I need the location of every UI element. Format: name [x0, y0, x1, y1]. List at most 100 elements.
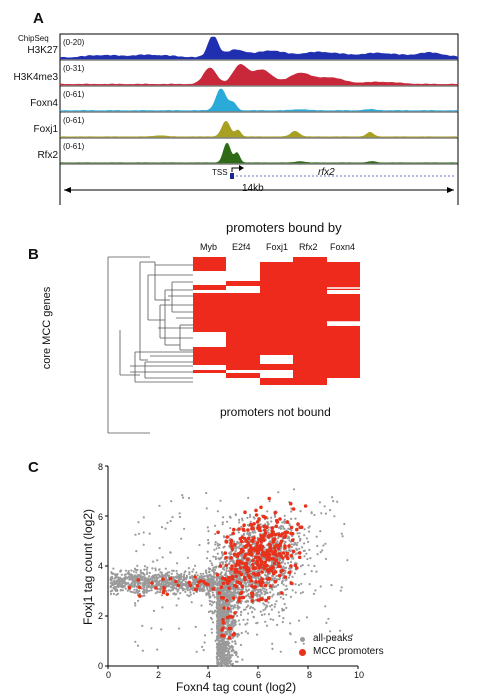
legend-marker-all-peaks	[300, 637, 305, 642]
data-point-mcc-promoters	[270, 556, 275, 561]
data-point-all-peaks	[189, 587, 192, 590]
data-point-all-peaks	[209, 603, 212, 606]
data-point-all-peaks	[236, 604, 239, 607]
data-point-mcc-promoters	[268, 543, 273, 547]
data-point-mcc-promoters	[154, 586, 158, 590]
data-point-all-peaks	[234, 622, 237, 625]
data-point-mcc-promoters	[267, 496, 272, 501]
data-point-all-peaks	[294, 641, 297, 644]
data-point-all-peaks	[191, 581, 194, 585]
data-point-all-peaks	[174, 584, 177, 587]
data-point-all-peaks	[281, 560, 284, 564]
data-point-mcc-promoters	[255, 559, 260, 563]
data-point-all-peaks	[246, 579, 249, 582]
scale-bar-left-arrow	[64, 187, 71, 193]
data-point-all-peaks	[211, 610, 214, 613]
data-point-all-peaks	[136, 574, 139, 577]
data-point-all-peaks	[154, 569, 157, 572]
data-point-all-peaks	[279, 527, 283, 531]
data-point-all-peaks	[323, 637, 326, 640]
data-point-all-peaks	[270, 516, 273, 519]
data-point-all-peaks	[248, 563, 251, 566]
data-point-all-peaks	[230, 593, 233, 596]
data-point-all-peaks	[263, 587, 266, 590]
data-point-all-peaks	[131, 575, 134, 578]
data-point-all-peaks	[228, 618, 231, 621]
data-point-all-peaks	[132, 570, 135, 573]
data-point-all-peaks	[231, 636, 234, 640]
data-point-all-peaks	[156, 591, 159, 594]
data-point-mcc-promoters	[258, 565, 263, 569]
legend-label-mcc-promoters: MCC promoters	[313, 646, 384, 657]
data-point-mcc-promoters	[257, 526, 262, 530]
data-point-all-peaks	[237, 546, 240, 549]
data-point-all-peaks	[234, 594, 237, 597]
data-point-all-peaks	[336, 500, 339, 503]
data-point-all-peaks	[230, 630, 233, 633]
data-point-all-peaks	[159, 585, 162, 588]
data-point-all-peaks	[146, 571, 149, 574]
data-point-all-peaks	[194, 625, 197, 629]
data-point-all-peaks	[143, 568, 146, 571]
data-point-all-peaks	[171, 582, 174, 585]
data-point-all-peaks	[170, 500, 173, 503]
data-point-mcc-promoters	[293, 563, 298, 568]
data-point-mcc-promoters	[232, 527, 236, 532]
data-point-all-peaks	[325, 621, 328, 625]
data-point-all-peaks	[283, 520, 286, 523]
data-point-all-peaks	[233, 540, 236, 544]
data-point-all-peaks	[226, 640, 229, 643]
data-point-mcc-promoters	[238, 537, 243, 541]
data-point-all-peaks	[148, 589, 151, 592]
data-point-all-peaks	[190, 601, 193, 604]
data-point-all-peaks	[159, 589, 162, 592]
data-point-all-peaks	[109, 578, 112, 581]
chipseq-label: ChipSeq	[18, 34, 49, 43]
data-point-all-peaks	[308, 548, 311, 552]
data-point-mcc-promoters	[238, 565, 243, 570]
data-point-all-peaks	[280, 582, 283, 585]
data-point-all-peaks	[166, 581, 169, 585]
data-point-all-peaks	[214, 580, 217, 584]
data-point-all-peaks	[230, 611, 233, 614]
data-point-all-peaks	[211, 583, 214, 586]
data-point-all-peaks	[231, 662, 234, 665]
data-point-all-peaks	[235, 547, 238, 550]
data-point-mcc-promoters	[250, 584, 254, 588]
data-point-all-peaks	[277, 583, 280, 587]
data-point-all-peaks	[214, 557, 217, 561]
data-point-mcc-promoters	[231, 596, 236, 600]
data-point-mcc-promoters	[248, 552, 253, 556]
data-point-mcc-promoters	[265, 525, 269, 529]
data-point-all-peaks	[223, 603, 226, 606]
data-point-all-peaks	[289, 622, 292, 625]
data-point-mcc-promoters	[252, 536, 256, 540]
data-point-all-peaks	[198, 543, 201, 547]
data-point-all-peaks	[260, 591, 263, 594]
data-point-all-peaks	[143, 582, 146, 585]
data-point-all-peaks	[271, 543, 274, 546]
data-point-all-peaks	[141, 649, 144, 652]
data-point-all-peaks	[169, 551, 172, 554]
data-point-mcc-promoters	[260, 544, 265, 549]
data-point-all-peaks	[143, 565, 147, 568]
data-point-all-peaks	[148, 575, 151, 578]
data-point-all-peaks	[239, 544, 242, 547]
data-point-mcc-promoters	[284, 554, 288, 558]
data-point-all-peaks	[134, 604, 137, 607]
data-point-all-peaks	[298, 619, 301, 622]
data-point-all-peaks	[209, 567, 212, 571]
data-point-all-peaks	[224, 626, 228, 630]
data-point-all-peaks	[201, 645, 204, 649]
panel-a-label: A	[33, 10, 44, 27]
data-point-all-peaks	[191, 589, 194, 592]
data-point-all-peaks	[212, 570, 216, 574]
data-point-mcc-promoters	[224, 556, 228, 560]
data-point-all-peaks	[284, 588, 287, 591]
data-point-all-peaks	[283, 514, 286, 517]
binding-cell	[260, 262, 293, 355]
data-point-all-peaks	[181, 496, 185, 499]
data-point-all-peaks	[180, 537, 183, 540]
data-point-all-peaks	[246, 632, 250, 635]
data-point-all-peaks	[272, 618, 275, 621]
